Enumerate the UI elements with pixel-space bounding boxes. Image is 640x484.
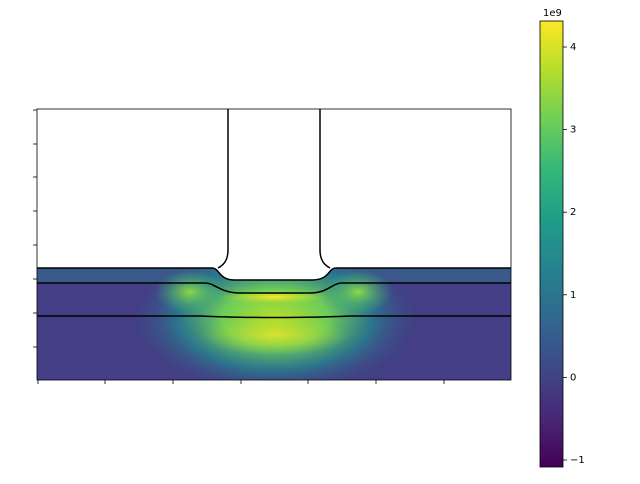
colorbar — [539, 20, 564, 468]
axes-frame — [36, 108, 512, 381]
colorbar-tick-label: 1 — [570, 290, 576, 301]
colorbar-offset: 1e9 — [543, 8, 562, 19]
colorbar-tick-label: −1 — [570, 455, 585, 466]
colorbar-tick-label: 0 — [570, 372, 576, 383]
heatmap — [37, 109, 511, 380]
colorbar-tick-label: 3 — [570, 125, 576, 136]
colorbar-tick-label: 4 — [570, 42, 576, 53]
axis-ticks — [33, 109, 445, 384]
colorbar-tick-label: 2 — [570, 207, 576, 218]
